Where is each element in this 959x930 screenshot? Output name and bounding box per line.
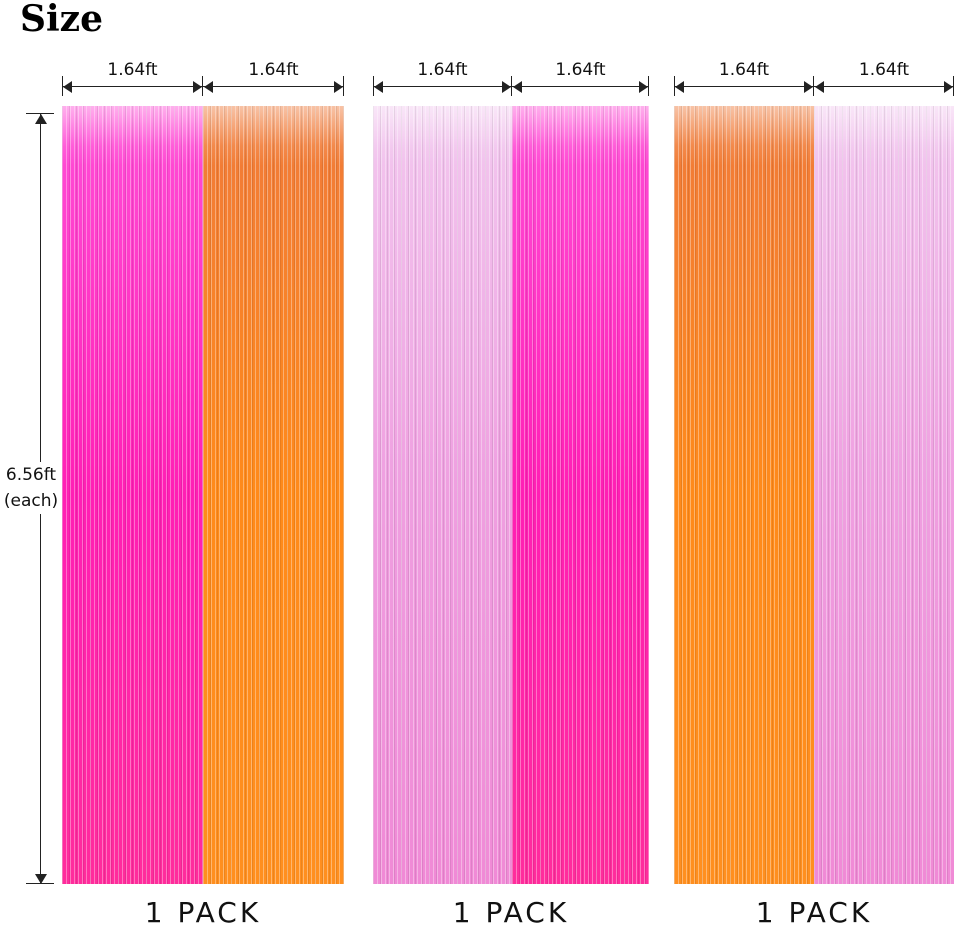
height-tick-top (26, 113, 54, 114)
width-dimension-pack-3-right: 1.64ft (814, 58, 954, 96)
height-arrow-down (35, 874, 47, 884)
curtain-panel-pack-3-light-pink (814, 106, 954, 884)
curtain-panel-pack-2-magenta (512, 106, 649, 884)
height-arrow-up (35, 114, 47, 124)
width-dimension-pack-2-left: 1.64ft (373, 58, 512, 96)
curtain-panel-pack-3-orange (674, 106, 814, 884)
curtain-panel-pack-1-orange (203, 106, 344, 884)
pack-label-2: 1 PACK (452, 896, 570, 929)
width-label: 1.64ft (107, 60, 158, 80)
width-dimension-pack-3-left: 1.64ft (674, 58, 814, 96)
pack-label-3: 1 PACK (755, 896, 873, 929)
width-label: 1.64ft (417, 60, 468, 80)
width-label: 1.64ft (858, 60, 910, 80)
width-dimension-pack-1-right: 1.64ft (203, 58, 344, 96)
curtain-panel-pack-2-light-pink (373, 106, 512, 884)
height-note: (each) (3, 491, 59, 511)
width-label: 1.64ft (555, 60, 606, 80)
height-label: 6.56ft (each) (0, 462, 62, 514)
width-dimension-pack-1-left: 1.64ft (62, 58, 203, 96)
width-label: 1.64ft (718, 60, 770, 80)
pack-label-1: 1 PACK (144, 896, 262, 929)
curtain-panel-pack-1-magenta (62, 106, 203, 884)
page-title: Size (20, 0, 104, 40)
width-dimension-pack-2-right: 1.64ft (512, 58, 649, 96)
width-label: 1.64ft (248, 60, 299, 80)
height-value: 6.56ft (5, 465, 57, 485)
